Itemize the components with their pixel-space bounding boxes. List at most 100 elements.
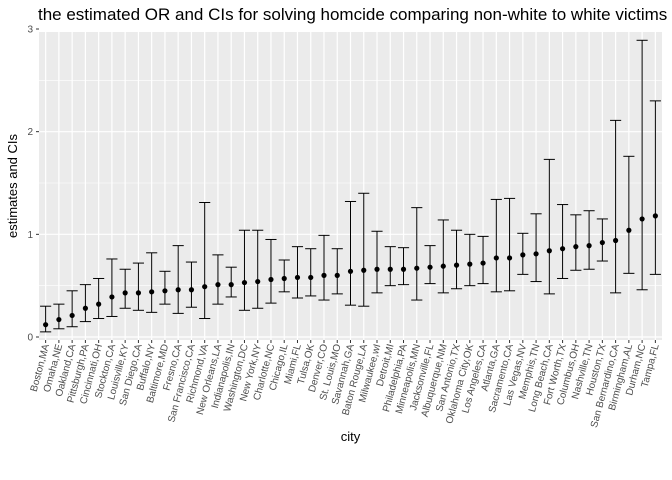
errorbar-group [649, 100, 661, 275]
estimate-point [149, 289, 155, 295]
errorbar-group [424, 245, 436, 285]
errorbar-group [530, 213, 542, 283]
estimate-point [188, 287, 195, 293]
chart-title: the estimated OR and CIs for solving hom… [38, 5, 667, 24]
estimate-point [162, 288, 168, 294]
errorbar-group [225, 266, 237, 298]
errorbar-group [146, 252, 158, 313]
estimate-point [599, 239, 605, 246]
estimate-point [334, 272, 340, 278]
estimate-point [453, 262, 460, 268]
errorbar-group [610, 119, 622, 294]
y-tick-label: 2 [27, 127, 33, 138]
estimate-point [228, 282, 234, 288]
errorbar-group [238, 229, 251, 311]
data-marks [40, 39, 661, 333]
estimate-point [493, 255, 499, 261]
errorbar-group [344, 200, 357, 306]
x-axis: Boston,MAOmaha,NEOakland,CAPittsburgh,PA… [29, 340, 662, 429]
estimate-point [626, 227, 632, 233]
errorbar-group [79, 284, 91, 323]
errorbar-group [623, 155, 635, 274]
errorbar-group [543, 158, 555, 295]
errorbar-group [305, 248, 317, 297]
errorbar-group [384, 246, 396, 287]
errorbar-group [503, 197, 516, 292]
estimate-point [427, 264, 433, 270]
errorbar-group [450, 229, 463, 290]
errorbar-group [212, 254, 224, 305]
errorbar-group [331, 248, 343, 295]
estimate-point [109, 294, 115, 300]
estimate-point [43, 322, 49, 328]
estimate-point [573, 244, 579, 250]
errorbar-group [106, 258, 118, 317]
estimate-point [639, 216, 645, 222]
errorbar-group [119, 268, 131, 309]
y-axis-title: estimates and CIs [5, 133, 20, 238]
estimate-point [506, 255, 513, 261]
errorbar-group [371, 230, 383, 294]
errorbar-group [40, 305, 52, 333]
estimate-point [520, 252, 526, 258]
estimate-point [533, 251, 539, 257]
estimate-point [215, 282, 221, 288]
estimate-point [135, 290, 142, 296]
errorbar-group [358, 192, 370, 307]
y-tick-label: 0 [27, 333, 33, 344]
estimate-point [613, 237, 619, 244]
errorbar-group [490, 198, 502, 293]
estimate-point [361, 267, 367, 273]
errorbar-group [477, 235, 489, 285]
errorbar-group [318, 234, 330, 301]
estimate-point [268, 276, 274, 283]
estimate-point [294, 274, 301, 281]
estimate-point [241, 279, 248, 286]
estimate-point [175, 287, 181, 293]
estimate-point [546, 248, 552, 254]
errorbar-group [93, 277, 105, 320]
y-tick-label: 3 [27, 25, 33, 36]
estimate-point [122, 290, 128, 296]
estimate-point [440, 263, 446, 269]
estimate-point [652, 213, 658, 219]
errorbar-group [172, 245, 184, 314]
estimate-point [96, 301, 102, 307]
estimate-point [82, 305, 88, 311]
errorbar-group [159, 270, 171, 305]
y-axis: 0 1 2 3 [27, 25, 39, 344]
y-tick-label: 1 [27, 230, 33, 241]
errorbar-group [185, 261, 198, 308]
errorbar-group [464, 233, 476, 287]
errorbar-group [252, 229, 264, 309]
errorbar-group [557, 204, 569, 279]
estimate-point [374, 266, 380, 272]
estimate-point [69, 312, 75, 319]
estimate-point [387, 266, 393, 272]
errorbar-group [291, 246, 304, 299]
estimate-point [56, 316, 62, 323]
errorbar-group [199, 202, 211, 320]
estimate-point [400, 266, 407, 272]
errorbar-group [66, 290, 78, 328]
errorbar-group [278, 259, 290, 293]
errorbar-group [53, 303, 65, 330]
estimate-point [559, 246, 566, 252]
errorbar-group [596, 218, 608, 262]
estimate-point [202, 284, 208, 290]
errorbar-group [265, 238, 277, 304]
estimate-point [321, 272, 327, 278]
errorbar-group [570, 214, 582, 271]
errorbar-group [437, 219, 449, 294]
estimate-point [467, 261, 473, 267]
estimate-point [414, 265, 420, 271]
estimate-point [281, 275, 287, 282]
x-axis-title: city [341, 429, 361, 444]
estimate-point [308, 274, 314, 281]
estimate-point [347, 268, 354, 274]
estimate-point [480, 260, 486, 266]
errorbar-group [411, 207, 423, 301]
errorbar-group [132, 262, 144, 311]
errorbar-group [397, 247, 410, 286]
